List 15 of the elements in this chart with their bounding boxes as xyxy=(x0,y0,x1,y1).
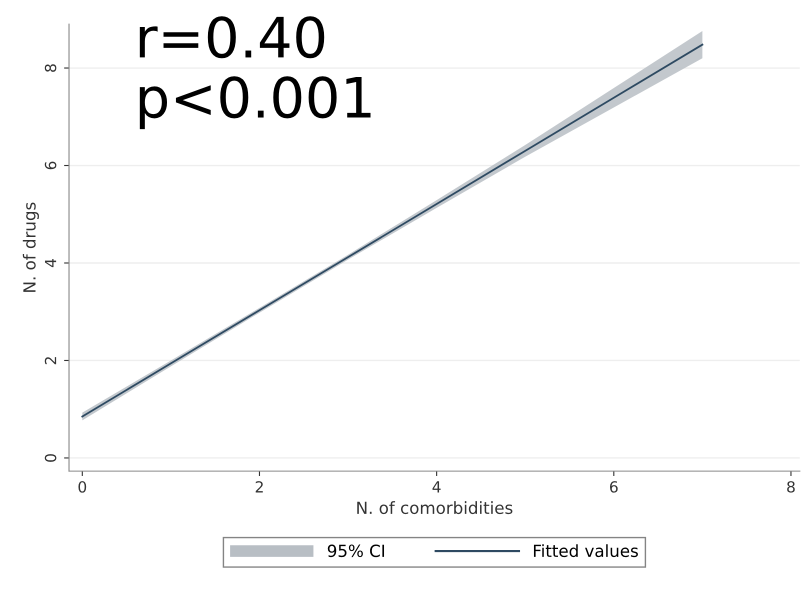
y-tick-label: 6 xyxy=(44,162,56,170)
x-tick-label: 2 xyxy=(256,481,263,492)
y-tick-label: 0 xyxy=(44,454,56,462)
x-tick-label: 8 xyxy=(787,481,795,493)
y-tick-label: 8 xyxy=(44,64,56,72)
x-tick-label: 6 xyxy=(610,481,618,493)
text: Fitted values xyxy=(534,544,638,558)
annotation: r=0.40 p<0.001 xyxy=(140,16,371,130)
x-tick-label: 0 xyxy=(78,481,86,493)
y-tick-label: 2 xyxy=(44,357,56,364)
text: 95% CI xyxy=(328,544,384,558)
y-axis-title: N. of drugs xyxy=(22,202,39,292)
y-tick-label: 4 xyxy=(44,258,56,268)
x-axis-title: N. of comorbidities xyxy=(357,501,512,514)
x-tick-label: 4 xyxy=(432,481,441,492)
